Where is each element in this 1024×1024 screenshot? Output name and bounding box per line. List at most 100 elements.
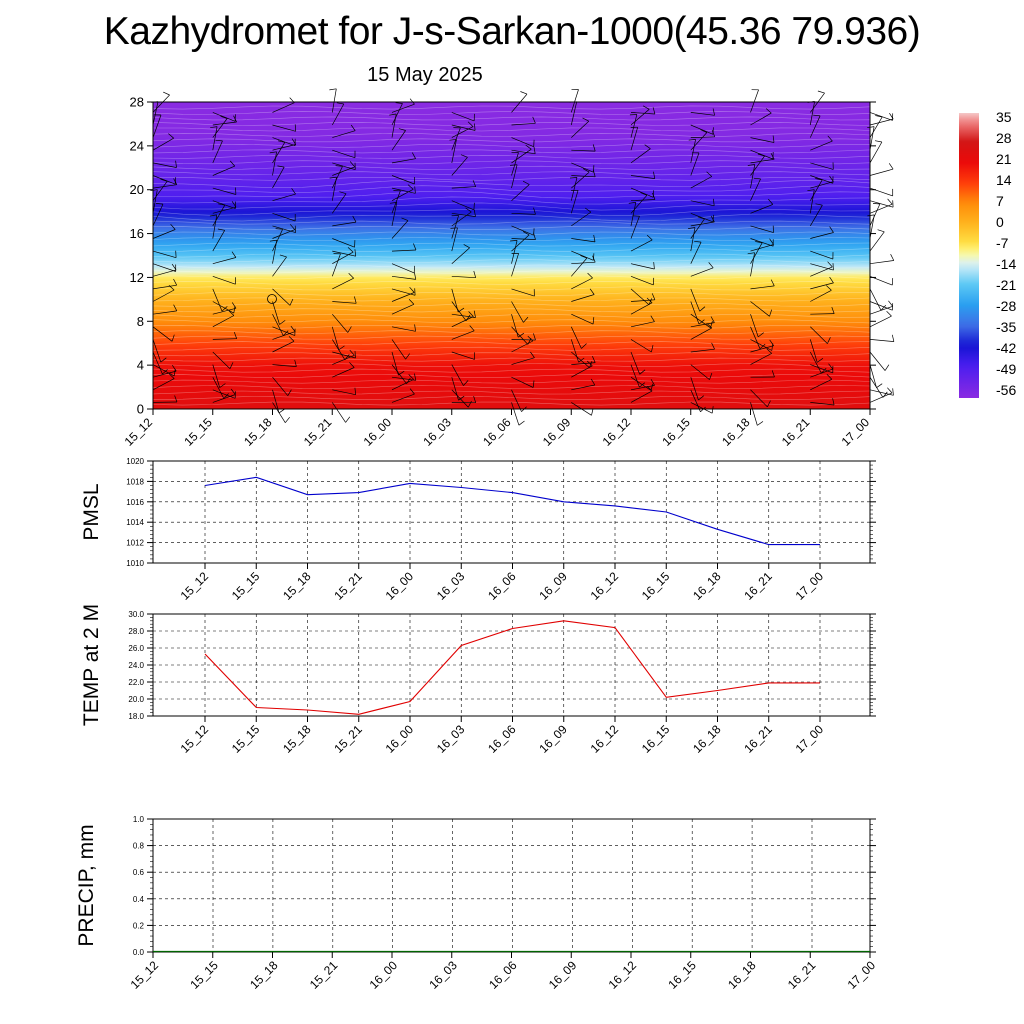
pmsl-chart: 1010 1012 1014 1016 1018 1020 15_12 15_15 15_18 1… — [80, 457, 876, 603]
x-tick-label: 16_03 — [434, 569, 468, 603]
colorbar-label: -7 — [996, 235, 1009, 251]
y-tick-label: 1010 — [126, 559, 144, 568]
y-tick-label: 0.6 — [133, 868, 145, 877]
x-tick-label: 16_12 — [588, 569, 622, 603]
y-tick-label: 1020 — [126, 457, 144, 466]
x-tick-label: 15_21 — [331, 722, 365, 756]
colorbar-label: 35 — [996, 109, 1012, 125]
x-tick-label: 15_18 — [280, 722, 314, 756]
y-axis-label: PMSL — [80, 483, 103, 540]
y-tick-label: 1018 — [126, 477, 144, 486]
colorbar-label: -21 — [996, 277, 1016, 293]
x-tick-label: 15_21 — [301, 415, 335, 449]
colorbar-label: -14 — [996, 256, 1016, 272]
y-tick-label: 20 — [130, 182, 144, 197]
colorbar-label: -42 — [996, 340, 1016, 356]
x-tick-label: 16_18 — [690, 722, 724, 756]
x-tick-label: 15_15 — [229, 722, 263, 756]
y-tick-label: 30.0 — [128, 610, 144, 619]
y-tick-label: 28 — [130, 95, 144, 110]
temp-chart: 18.0 20.0 22.0 24.0 26.0 28.0 30.0 15_12 15_15 15… — [80, 604, 876, 756]
x-tick-label: 15_21 — [331, 569, 365, 603]
x-tick-label: 16_03 — [426, 958, 460, 992]
x-tick-label: 16_06 — [485, 569, 519, 603]
x-tick-label: 17_00 — [839, 415, 873, 449]
x-tick-label: 16_15 — [665, 958, 699, 992]
x-tick-label: 15_12 — [128, 958, 162, 992]
y-tick-label: 22.0 — [128, 678, 144, 687]
wind-barbs — [150, 88, 895, 426]
y-tick-label: 0 — [137, 402, 144, 417]
x-tick-label: 15_12 — [178, 722, 212, 756]
colorbar-label: -35 — [996, 319, 1016, 335]
x-tick-label: 16_09 — [536, 722, 570, 756]
colorbar-label: -49 — [996, 361, 1016, 377]
cross-section-chart: 0 4 8 12 16 20 24 28 15_12 15_15 15_18 15_21 16_00 16… — [122, 88, 895, 449]
x-tick-label: 16_00 — [383, 722, 417, 756]
x-tick-label: 15_12 — [122, 415, 156, 449]
y-axis-label: PRECIP, mm — [75, 824, 98, 946]
y-tick-label: 4 — [137, 358, 144, 373]
x-tick-label: 15_15 — [187, 958, 221, 992]
x-tick-label: 15_12 — [178, 569, 212, 603]
y-tick-label: 26.0 — [128, 644, 144, 653]
x-tick-label: 16_18 — [719, 415, 753, 449]
x-tick-label: 16_00 — [367, 958, 401, 992]
x-tick-label: 17_00 — [793, 569, 827, 603]
x-tick-label: 16_09 — [536, 569, 570, 603]
y-tick-label: 0.8 — [133, 842, 145, 851]
x-tick-label: 15_15 — [181, 415, 215, 449]
x-tick-label: 16_09 — [546, 958, 580, 992]
y-tick-label: 20.0 — [128, 695, 144, 704]
page-title: Kazhydromet for J-s-Sarkan-1000(45.36 79… — [103, 10, 921, 53]
y-tick-label: 0.0 — [133, 948, 145, 957]
x-tick-label: 15_18 — [247, 958, 281, 992]
colorbar-scale — [959, 113, 979, 398]
colorbar-label: 0 — [996, 214, 1004, 230]
colorbar-label: 21 — [996, 151, 1012, 167]
y-tick-label: 24.0 — [128, 661, 144, 670]
colorbar-label: 7 — [996, 193, 1004, 209]
y-tick-label: 1012 — [126, 539, 144, 548]
y-tick-label: 0.4 — [133, 895, 145, 904]
x-tick-label: 16_06 — [486, 958, 520, 992]
colorbar-label: 28 — [996, 130, 1012, 146]
y-tick-label: 1014 — [126, 518, 144, 527]
x-tick-label: 17_00 — [845, 958, 879, 992]
y-tick-label: 24 — [130, 138, 144, 153]
panel-frame — [152, 460, 871, 564]
x-tick-label: 16_12 — [588, 722, 622, 756]
x-tick-label: 17_00 — [793, 722, 827, 756]
y-tick-label: 16 — [130, 226, 144, 241]
colorbar-label: 14 — [996, 172, 1012, 188]
y-tick-label: 28.0 — [128, 627, 144, 636]
cross-section-field — [153, 102, 870, 409]
x-tick-label: 16_06 — [485, 722, 519, 756]
series-line — [204, 620, 820, 715]
colorbar-label: -56 — [996, 382, 1016, 398]
x-tick-label: 16_15 — [639, 569, 673, 603]
y-tick-label: 12 — [130, 270, 144, 285]
x-tick-label: 16_18 — [690, 569, 724, 603]
x-tick-label: 16_06 — [480, 415, 514, 449]
x-tick-label: 15_18 — [241, 415, 275, 449]
x-tick-label: 16_03 — [434, 722, 468, 756]
x-tick-label: 16_15 — [639, 722, 673, 756]
colorbar-label: -28 — [996, 298, 1016, 314]
precip-chart: 0.0 0.2 0.4 0.6 0.8 1.0 15_12 15_15 15_18 15_21 16… — [75, 815, 878, 992]
x-tick-label: 16_12 — [606, 958, 640, 992]
x-tick-label: 16_21 — [741, 569, 775, 603]
y-tick-label: 0.2 — [133, 921, 145, 930]
x-tick-label: 16_21 — [779, 415, 813, 449]
y-tick-label: 1.0 — [133, 815, 145, 824]
y-tick-label: 18.0 — [128, 712, 144, 721]
x-tick-label: 16_18 — [725, 958, 759, 992]
x-tick-label: 15_21 — [307, 958, 341, 992]
y-tick-label: 8 — [137, 314, 144, 329]
x-tick-label: 16_00 — [383, 569, 417, 603]
panel-frame — [152, 613, 871, 717]
x-tick-label: 16_12 — [600, 415, 634, 449]
x-tick-label: 15_18 — [280, 569, 314, 603]
